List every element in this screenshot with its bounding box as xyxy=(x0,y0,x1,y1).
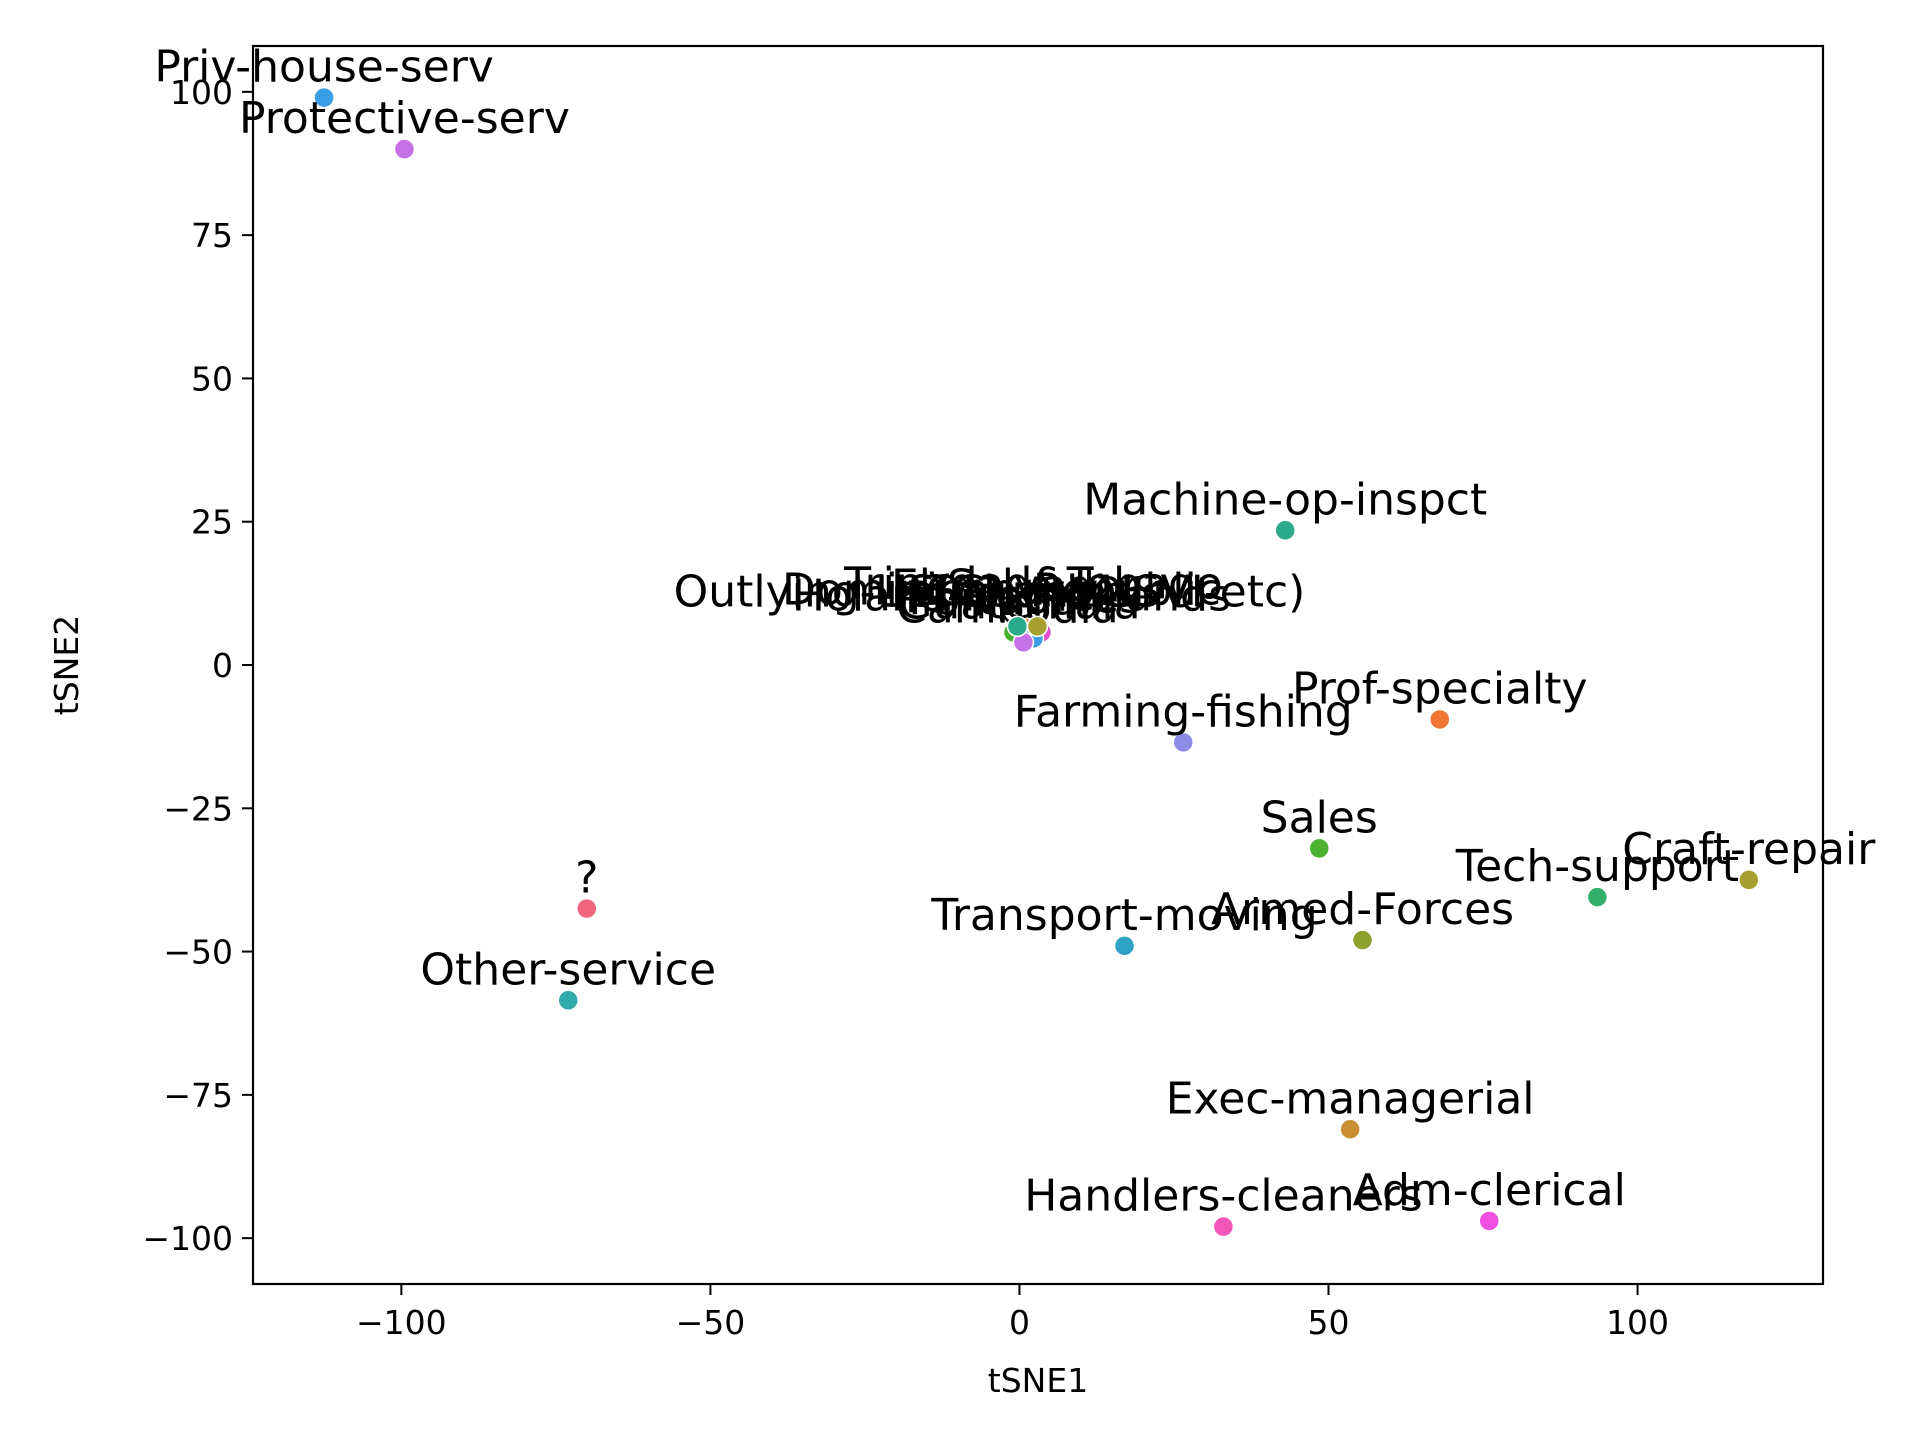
point-label: Farming-fishing xyxy=(1014,686,1353,737)
cluster-point-label: Portugal xyxy=(908,574,1090,625)
cluster-point-label: Philippines xyxy=(905,572,1142,623)
cluster-point-label: El-Salvador xyxy=(891,560,1141,611)
scatter-point xyxy=(1113,935,1136,957)
point-label: Sales xyxy=(1261,792,1378,843)
scatter-point xyxy=(1478,1210,1500,1232)
point-label: Handlers-cleaners xyxy=(1024,1171,1422,1222)
cluster-point xyxy=(1026,615,1049,638)
scatter-point xyxy=(393,138,416,160)
point-label: Prof-specialty xyxy=(1292,663,1588,714)
scatter-point xyxy=(1738,869,1760,891)
scatter-point xyxy=(313,86,335,109)
y-tick-label: −75 xyxy=(163,1076,233,1115)
point-label: Other-service xyxy=(420,944,716,995)
x-tick-label: −100 xyxy=(356,1303,447,1342)
point-label: Priv-house-serv xyxy=(154,42,494,93)
y-tick-label: −100 xyxy=(142,1219,233,1258)
x-axis-label: tSNE1 xyxy=(988,1361,1088,1400)
x-axis-ticks: −100 −50 0 50 100 xyxy=(356,1284,1669,1342)
point-label: Armed-Forces xyxy=(1211,884,1514,935)
scatter-point xyxy=(1274,519,1296,542)
scatter-point xyxy=(1339,1118,1361,1140)
points-group xyxy=(313,86,1760,1238)
y-axis-ticks: −100 −75 −50 −25 0 25 50 75 100 xyxy=(142,73,253,1258)
x-tick-label: 50 xyxy=(1308,1303,1350,1342)
y-tick-label: 50 xyxy=(191,359,233,398)
y-tick-label: −25 xyxy=(163,789,233,828)
point-label: Adm-clerical xyxy=(1353,1165,1626,1216)
x-tick-label: 0 xyxy=(1009,1303,1030,1342)
cluster-point-label: Outlying-US(Guam-USVI-etc) xyxy=(674,566,1306,617)
point-label: Tech-support xyxy=(1455,841,1739,892)
cluster-group: Outlying-US(Guam-USVI-etc)Dominican-Repu… xyxy=(674,558,1306,654)
cluster-point-label: Dominican-Republic xyxy=(782,564,1221,615)
point-label: Transport-moving xyxy=(930,890,1317,941)
scatter-point xyxy=(1308,837,1330,860)
x-tick-label: −50 xyxy=(676,1303,746,1342)
cluster-point-label: Trinadad&Tobago xyxy=(843,558,1223,609)
point-label: Machine-op-inspct xyxy=(1083,474,1487,525)
scatter-point xyxy=(1212,1215,1235,1238)
point-label: Craft-repair xyxy=(1622,824,1876,875)
y-tick-label: 100 xyxy=(170,73,233,112)
cluster-point-label: Holand-Netherlands xyxy=(792,570,1231,621)
scatter-point xyxy=(1172,731,1195,754)
scatter-point xyxy=(1429,708,1451,731)
scatter-point xyxy=(557,989,579,1012)
cluster-point-label: Columbia xyxy=(926,566,1134,617)
y-axis-label: tSNE2 xyxy=(47,615,86,715)
y-tick-label: 75 xyxy=(191,216,233,255)
point-label: Exec-managerial xyxy=(1166,1073,1535,1124)
scatter-point xyxy=(1351,929,1374,951)
y-tick-label: 0 xyxy=(212,646,233,685)
y-tick-label: 25 xyxy=(191,503,233,542)
y-tick-label: −50 xyxy=(163,933,233,972)
cluster-point xyxy=(1006,615,1029,638)
x-tick-label: 100 xyxy=(1606,1303,1669,1342)
point-label: Protective-serv xyxy=(239,93,570,144)
point-label: ? xyxy=(575,853,598,904)
scatter-point xyxy=(576,897,598,920)
scatter-point xyxy=(1586,886,1609,908)
